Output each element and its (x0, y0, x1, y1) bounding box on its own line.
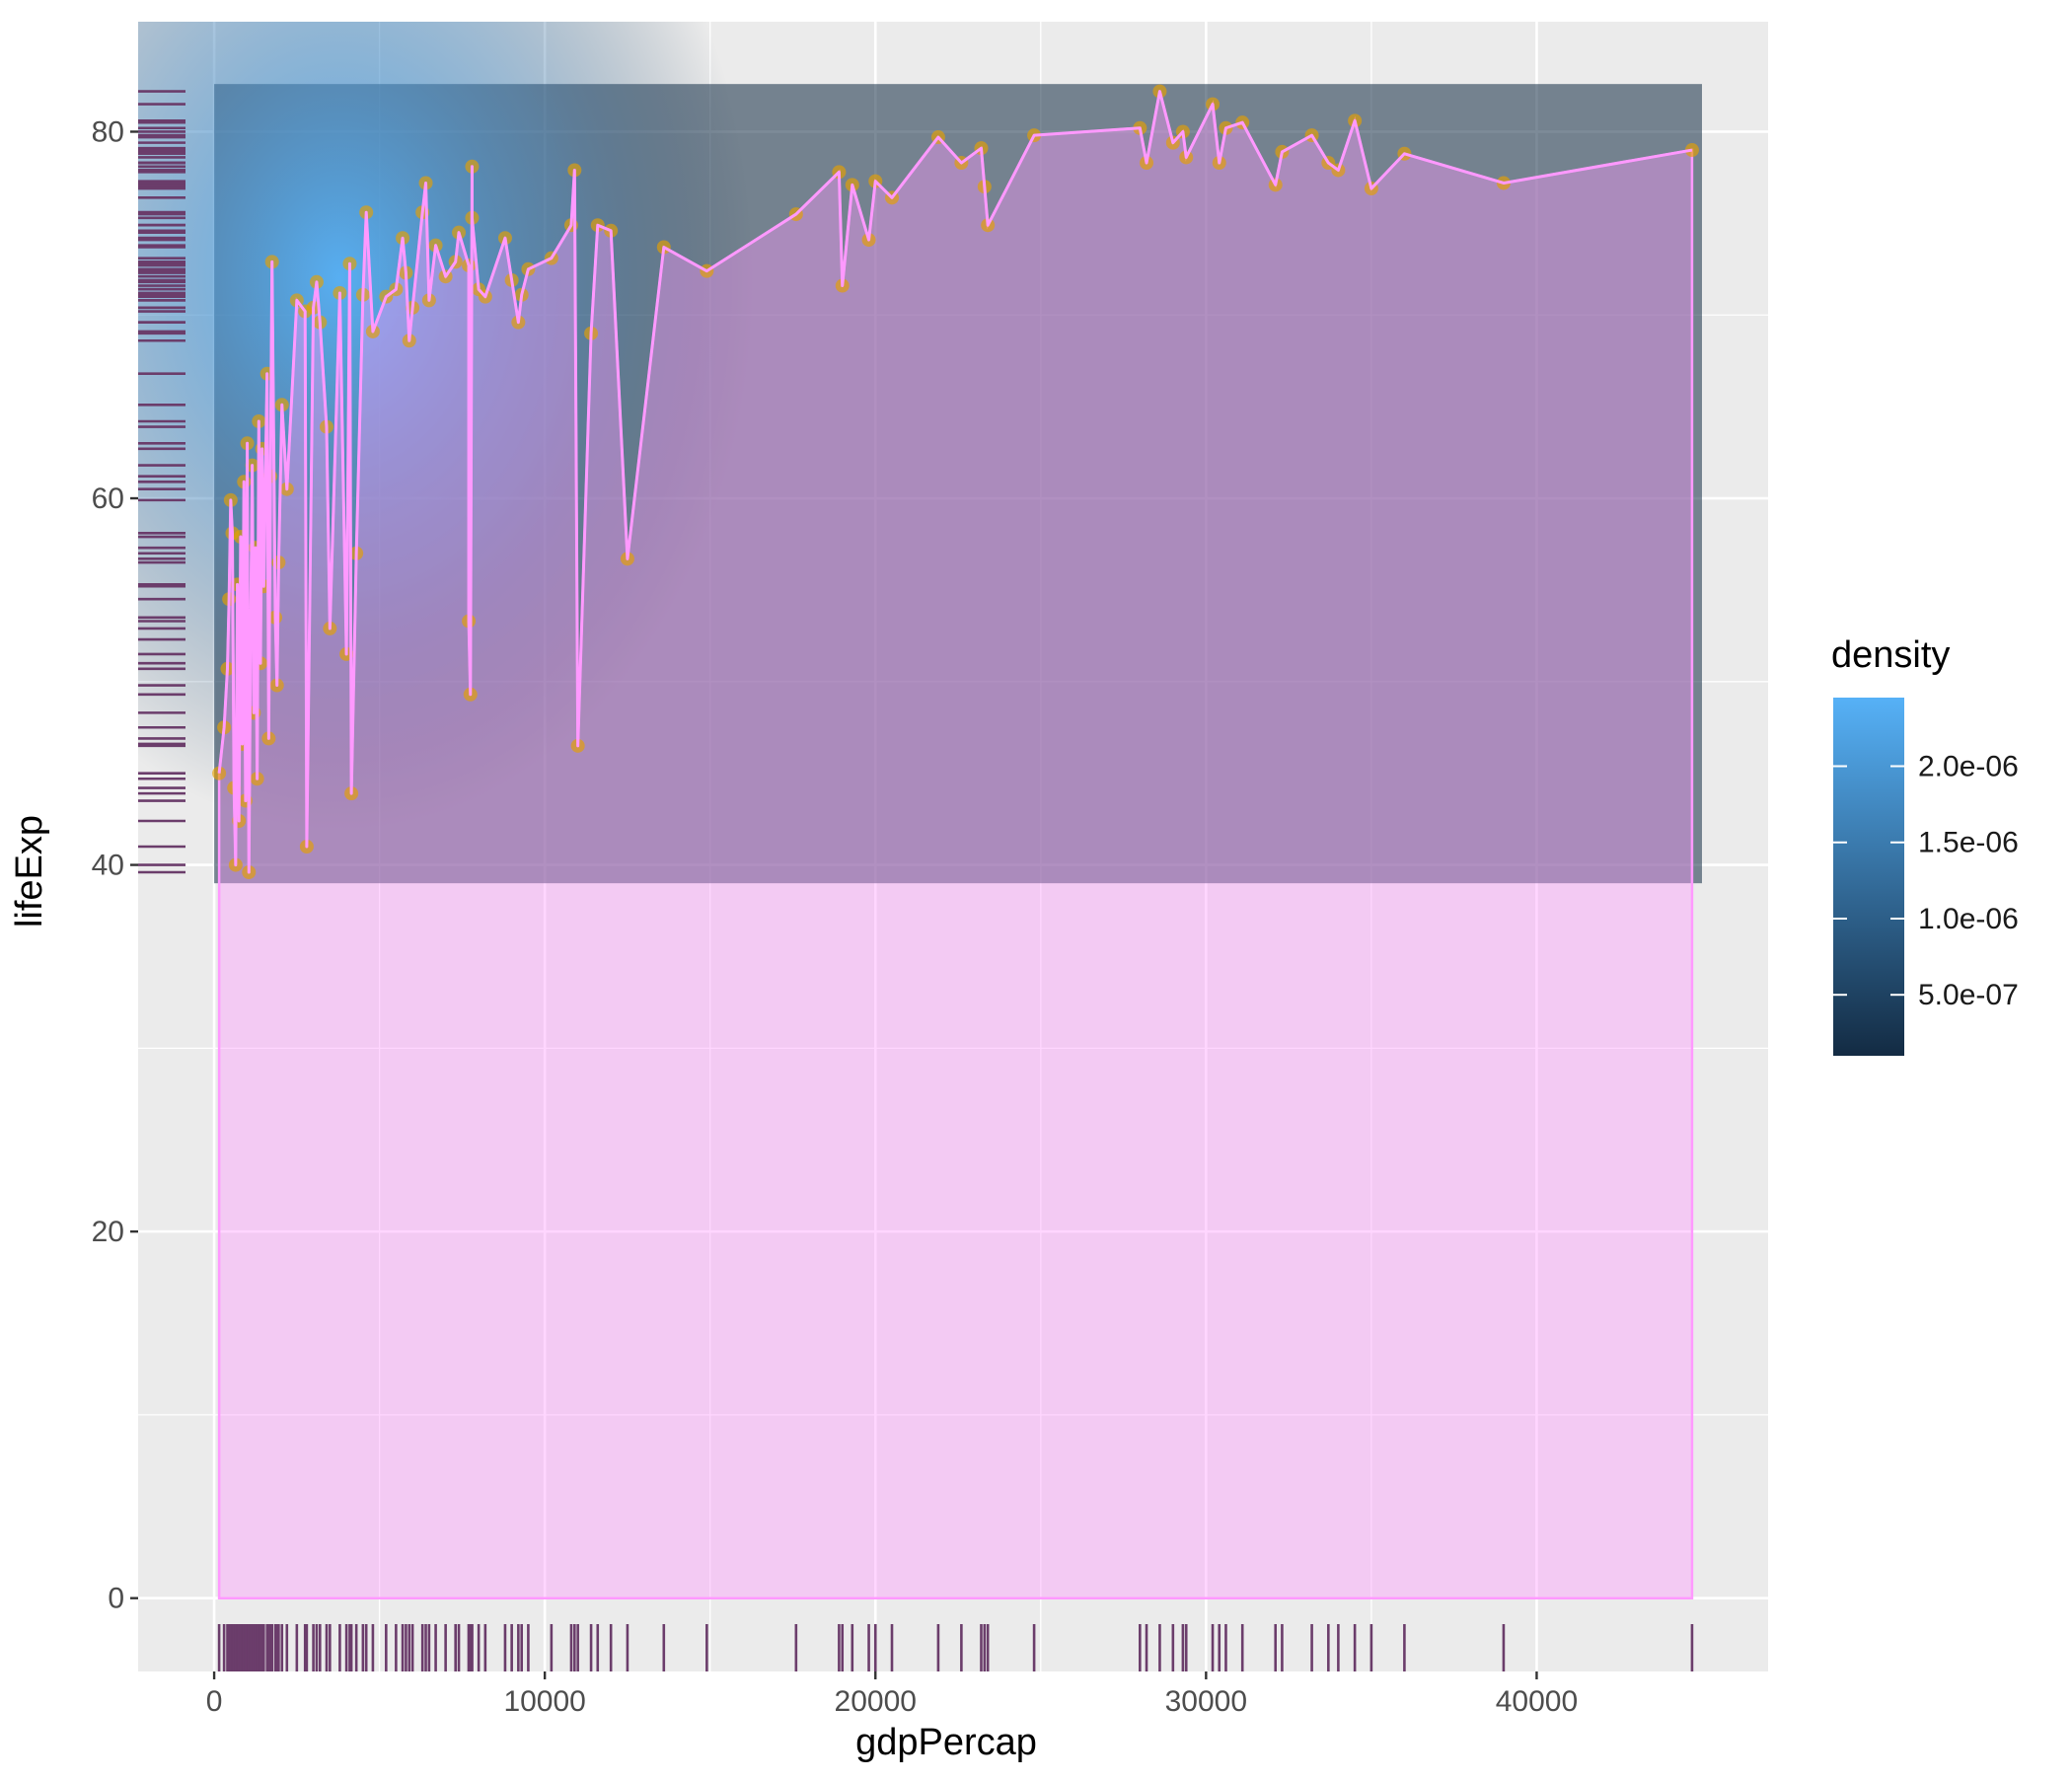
x-tick-label: 30000 (1165, 1685, 1247, 1718)
y-tick-label: 20 (92, 1216, 124, 1248)
x-tick-label: 0 (206, 1685, 223, 1718)
series-line (217, 90, 1693, 874)
legend-title: density (1831, 634, 1950, 676)
area-layer (217, 91, 1694, 1599)
y-axis: 0 20 40 60 80 (92, 115, 138, 1615)
rug-layer (138, 90, 1694, 1671)
x-tick-label: 10000 (503, 1685, 585, 1718)
x-axis: 0 10000 20000 30000 40000 (206, 1671, 1578, 1718)
y-tick-label: 60 (92, 482, 124, 515)
y-axis-title: lifeExp (9, 815, 50, 928)
legend-label: 5.0e-07 (1918, 979, 2019, 1011)
line-layer (217, 90, 1693, 874)
area-fill (217, 91, 1694, 1599)
y-tick-label: 0 (108, 1583, 124, 1615)
legend-label: 1.5e-06 (1918, 827, 2019, 859)
y-tick-label: 80 (92, 115, 124, 148)
legend-label: 2.0e-06 (1918, 751, 2019, 783)
x-axis-title: gdpPercap (855, 1722, 1037, 1763)
x-tick-label: 20000 (835, 1685, 917, 1718)
x-tick-label: 40000 (1496, 1685, 1578, 1718)
legend-colorbar (1833, 698, 1904, 1056)
legend: density 2.0e-06 1.5e-06 1.0e-06 5.0e-07 (1831, 634, 2019, 1056)
legend-label: 1.0e-06 (1918, 903, 2019, 935)
legend-ticks: 2.0e-06 1.5e-06 1.0e-06 5.0e-07 (1833, 751, 2019, 1011)
y-tick-label: 40 (92, 850, 124, 882)
